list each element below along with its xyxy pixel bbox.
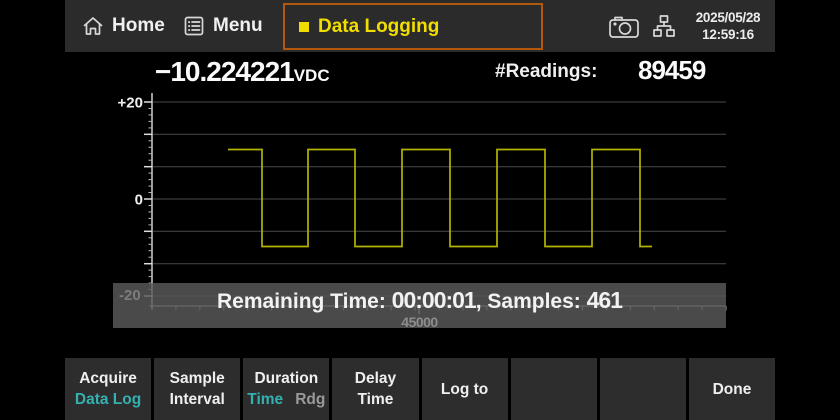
time-text: 12:59:16: [702, 27, 754, 42]
menu-button[interactable]: Menu: [183, 0, 263, 52]
samples-value: 461: [586, 287, 623, 313]
y-tick-label: +20: [118, 95, 143, 112]
list-icon: [184, 16, 204, 36]
reading-row: −10.224221VDC #Readings: 89459: [65, 52, 775, 92]
remaining-time-text: Remaining Time: 00:00:01, Samples: 461: [113, 287, 726, 314]
softkey-log-to[interactable]: Log to: [421, 358, 508, 420]
statusbar-right-cluster: 2025/05/28 12:59:16: [608, 0, 768, 52]
remaining-time-value: 00:00:01: [391, 287, 477, 313]
house-icon: [83, 17, 103, 35]
softkey-acquire-line1: Acquire: [79, 370, 137, 387]
home-label: Home: [112, 15, 165, 36]
softkey-duration-line1: Duration: [254, 370, 319, 387]
y-tick-label-minus20: -20: [119, 287, 141, 304]
softkey-sample-interval[interactable]: Sample Interval: [154, 358, 241, 420]
logging-status-banner: -20 Remaining Time: 00:00:01, Samples: 4…: [113, 283, 726, 328]
softkey-duration-options: Time Rdg: [247, 391, 325, 408]
lan-network-icon: [653, 15, 675, 37]
camera-icon[interactable]: [608, 12, 640, 40]
softkey-bar: Acquire Data Log Sample Interval Duratio…: [65, 358, 775, 420]
active-tab-label: Data Logging: [318, 15, 440, 37]
readings-count: 89459: [638, 55, 706, 85]
softkey-acquire-line2: Data Log: [74, 391, 142, 408]
samples-label: , Samples:: [475, 290, 587, 313]
date-text: 2025/05/28: [695, 10, 761, 25]
waveform-trace: [228, 148, 652, 248]
readings-label: #Readings:: [495, 61, 598, 82]
top-status-bar: Home Menu Data Logging: [65, 0, 775, 52]
duration-option-time: Time: [247, 391, 284, 408]
x-axis-tick-label: 45000: [401, 314, 438, 328]
softkey-delay-line2: Time: [357, 391, 394, 408]
softkey-empty-6: [510, 358, 597, 420]
softkey-done[interactable]: Done: [688, 358, 775, 420]
square-bullet-icon: [299, 21, 309, 32]
main-reading: −10.224221VDC: [155, 56, 330, 88]
tab-data-logging[interactable]: Data Logging: [283, 3, 543, 50]
softkey-log-to-label: Log to: [440, 380, 489, 398]
remaining-label: Remaining Time:: [217, 290, 392, 313]
softkey-done-label: Done: [712, 380, 752, 398]
home-button[interactable]: Home: [82, 0, 165, 52]
softkey-delay-line1: Delay: [354, 370, 397, 387]
softkey-delay-time[interactable]: Delay Time: [332, 358, 419, 420]
softkey-acquire[interactable]: Acquire Data Log: [65, 358, 152, 420]
reading-unit: VDC: [293, 66, 330, 85]
datetime-display: 2025/05/28 12:59:16: [688, 9, 768, 43]
softkey-sample-line1: Sample: [169, 370, 225, 387]
duration-option-rdg: Rdg: [295, 391, 326, 408]
reading-value: −10.224221: [155, 56, 295, 87]
softkey-sample-line2: Interval: [169, 391, 225, 408]
menu-label: Menu: [213, 15, 263, 36]
softkey-empty-7: [599, 358, 686, 420]
softkey-duration[interactable]: Duration Time Rdg: [243, 358, 330, 420]
y-tick-label: 0: [135, 192, 143, 209]
